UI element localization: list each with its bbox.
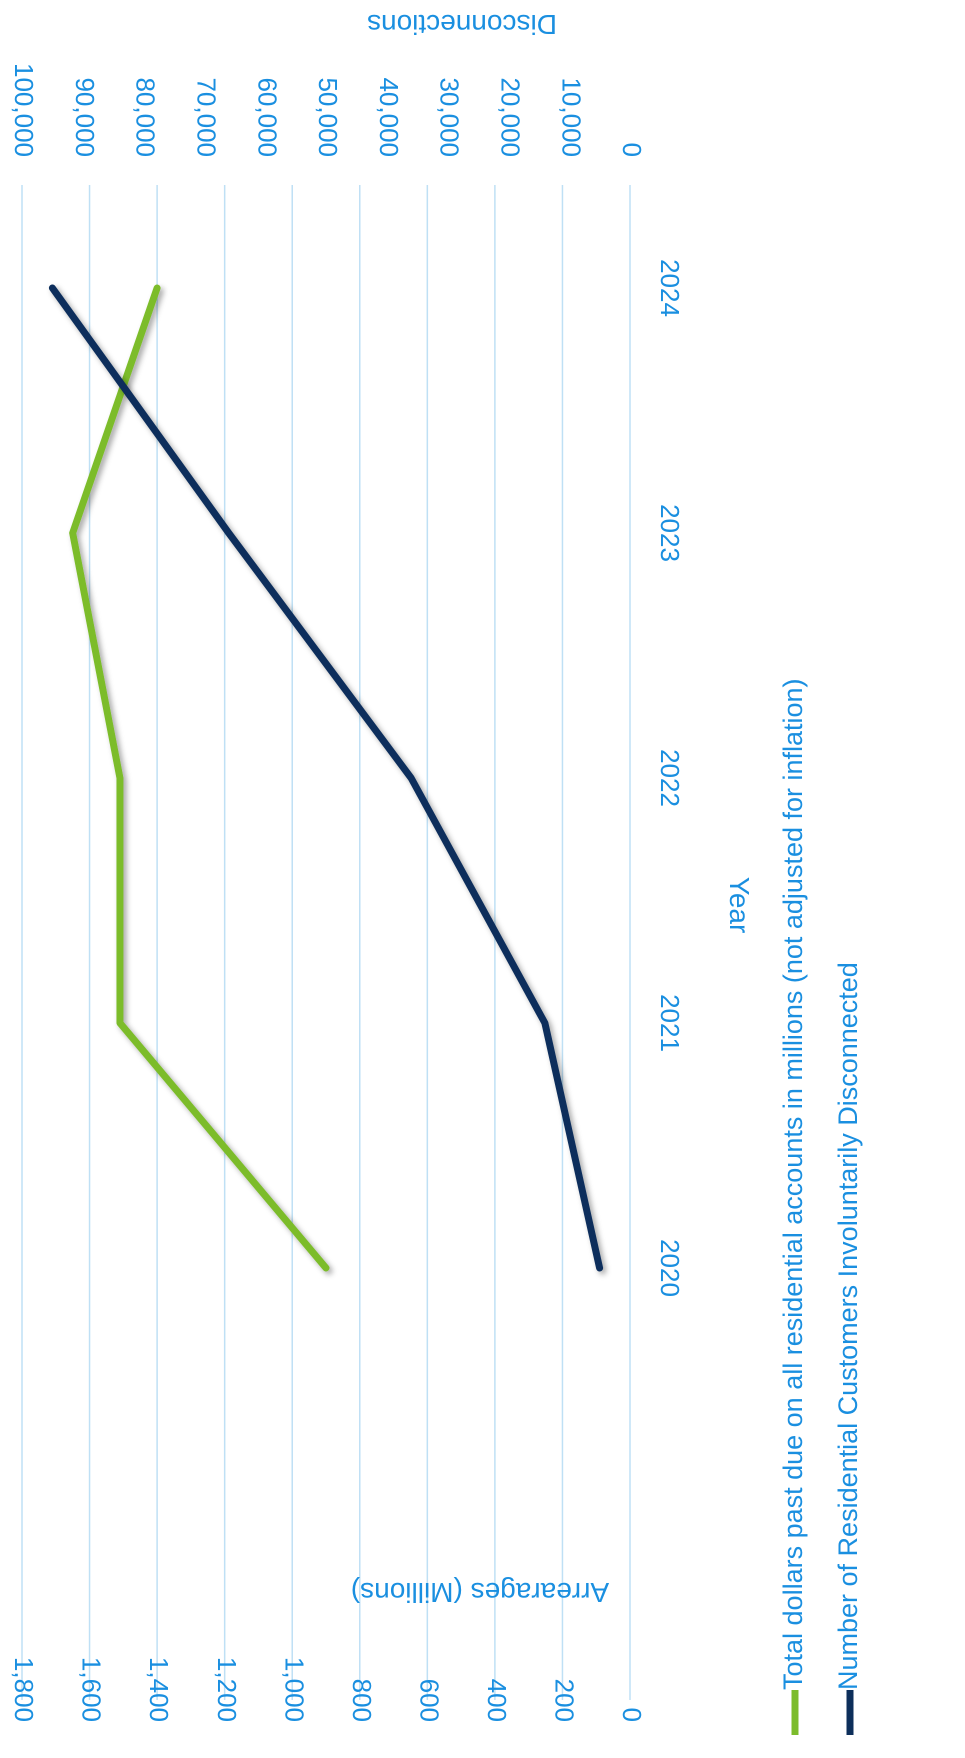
left-axis-title: Arrearages (Millions) <box>351 1577 609 1608</box>
right-tick-label: 20,000 <box>496 77 526 157</box>
right-axis-title: Disconnections <box>367 9 557 40</box>
left-tick-label: 200 <box>550 1679 580 1722</box>
left-axis-ticks: 0 200 400 600 800 1,000 1,200 1,400 1,600 1,800 <box>9 1657 647 1722</box>
series-lines <box>48 284 604 1272</box>
gridlines <box>21 185 631 1700</box>
right-tick-label: 50,000 <box>313 77 343 157</box>
right-tick-label: 90,000 <box>70 77 100 157</box>
right-tick-label: 100,000 <box>9 63 39 157</box>
left-tick-label: 1,400 <box>144 1657 174 1722</box>
x-tick-label: 2023 <box>655 504 685 562</box>
series-line-1 <box>69 284 330 1272</box>
legend: Total dollars past due on all residentia… <box>778 678 863 1735</box>
left-tick-label: 800 <box>347 1679 377 1722</box>
right-tick-label: 60,000 <box>252 77 282 157</box>
right-tick-label: 10,000 <box>556 77 586 157</box>
x-axis-title: Year <box>724 877 755 934</box>
right-tick-label: 80,000 <box>131 77 161 157</box>
right-tick-label: 70,000 <box>192 77 222 157</box>
right-tick-label: 0 <box>617 143 647 157</box>
series-line-2 <box>48 284 604 1272</box>
right-tick-label: 30,000 <box>435 77 465 157</box>
right-tick-label: 40,000 <box>374 77 404 157</box>
x-tick-label: 2020 <box>655 1239 685 1297</box>
x-axis-ticks: 2020 2021 2022 2023 2024 <box>655 259 685 1297</box>
right-axis-ticks: 0 10,000 20,000 30,000 40,000 50,000 60,000 70,… <box>9 63 647 157</box>
x-tick-label: 2021 <box>655 994 685 1052</box>
x-tick-label: 2024 <box>655 259 685 317</box>
legend-label-1: Total dollars past due on all residentia… <box>778 678 808 1690</box>
x-tick-label: 2022 <box>655 749 685 807</box>
left-tick-label: 600 <box>414 1679 444 1722</box>
legend-label-2: Number of Residential Customers Involunt… <box>833 962 863 1690</box>
left-tick-label: 400 <box>482 1679 512 1722</box>
left-tick-label: 0 <box>617 1708 647 1722</box>
left-tick-label: 1,800 <box>9 1657 39 1722</box>
left-tick-label: 1,600 <box>77 1657 107 1722</box>
left-tick-label: 1,200 <box>212 1657 242 1722</box>
left-tick-label: 1,000 <box>279 1657 309 1722</box>
